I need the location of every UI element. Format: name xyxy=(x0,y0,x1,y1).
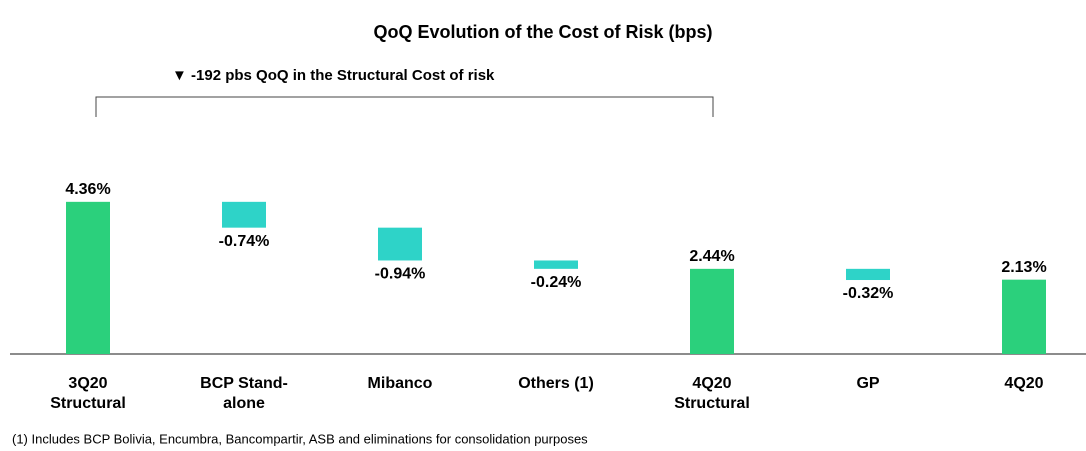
bar xyxy=(222,201,266,228)
x-tick-label: Others (1) xyxy=(518,375,594,392)
bar xyxy=(66,201,110,354)
footnote: (1) Includes BCP Bolivia, Encumbra, Banc… xyxy=(12,431,588,446)
x-tick-label: GP xyxy=(856,375,880,392)
bar xyxy=(1002,279,1046,354)
x-tick-label: BCP Stand-alone xyxy=(200,375,288,412)
value-label: 2.44% xyxy=(689,248,734,265)
bar xyxy=(846,268,890,281)
value-label: -0.94% xyxy=(375,266,426,283)
bracket xyxy=(95,96,714,117)
value-label: 2.13% xyxy=(1001,259,1046,276)
value-label: 4.36% xyxy=(65,181,110,198)
chart-title: QoQ Evolution of the Cost of Risk (bps) xyxy=(374,22,713,42)
x-tick-label: 4Q20 xyxy=(1004,375,1044,392)
bar xyxy=(690,268,734,354)
value-label: -0.24% xyxy=(531,274,582,291)
x-tick-label: 3Q20 Structural xyxy=(50,375,126,412)
bar xyxy=(534,260,578,269)
value-label: -0.74% xyxy=(219,233,270,250)
x-tick-label: Mibanco xyxy=(367,375,433,392)
x-tick-label: 4Q20 Structural xyxy=(674,375,750,412)
annotation: ▼ -192 pbs QoQ in the Structural Cost of… xyxy=(172,67,495,84)
bar xyxy=(378,227,422,261)
value-label: -0.32% xyxy=(843,285,894,302)
